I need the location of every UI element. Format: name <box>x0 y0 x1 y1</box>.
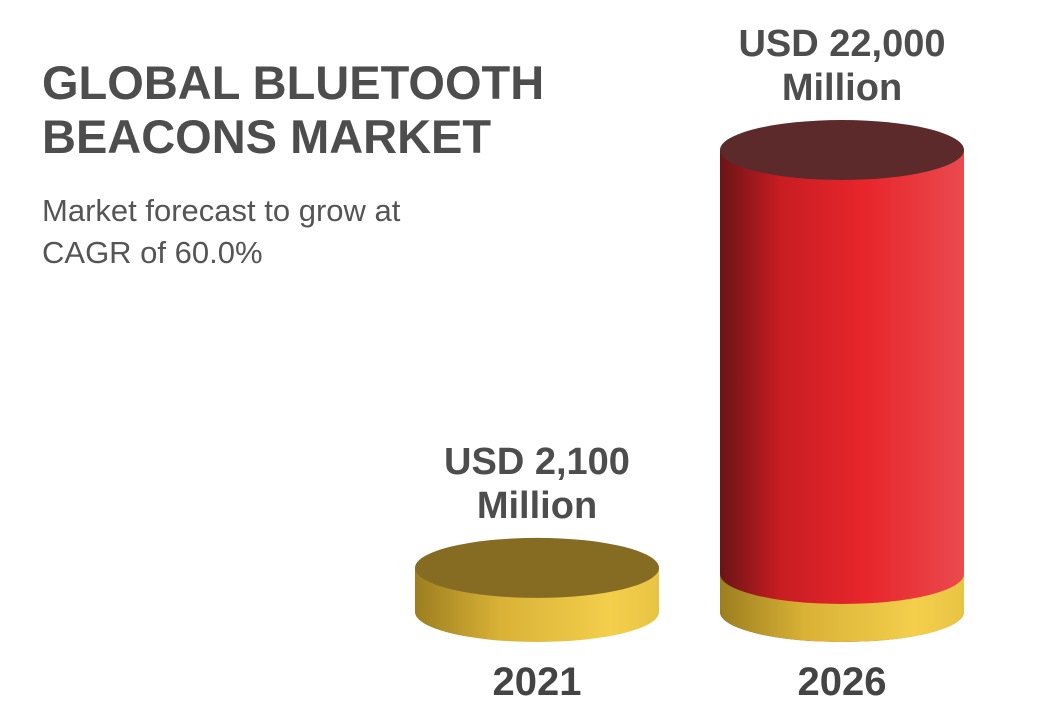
value-label: USD 2,100 Million <box>444 440 630 527</box>
x-tick-label: 2026 <box>797 660 887 704</box>
cylinder-body <box>720 150 964 642</box>
x-tick-label: 2021 <box>492 660 582 704</box>
cylinder-base <box>720 574 964 642</box>
cylinder <box>415 537 659 642</box>
chart-title: GLOBAL BLUETOOTH BEACONS MARKET <box>42 56 545 163</box>
cylinder-top <box>415 537 659 598</box>
chart-subtitle: Market forecast to grow at CAGR of 60.0% <box>42 193 401 270</box>
value-label: USD 22,000 Million <box>738 23 946 109</box>
cylinder <box>720 120 964 642</box>
cylinder-top <box>720 120 964 180</box>
